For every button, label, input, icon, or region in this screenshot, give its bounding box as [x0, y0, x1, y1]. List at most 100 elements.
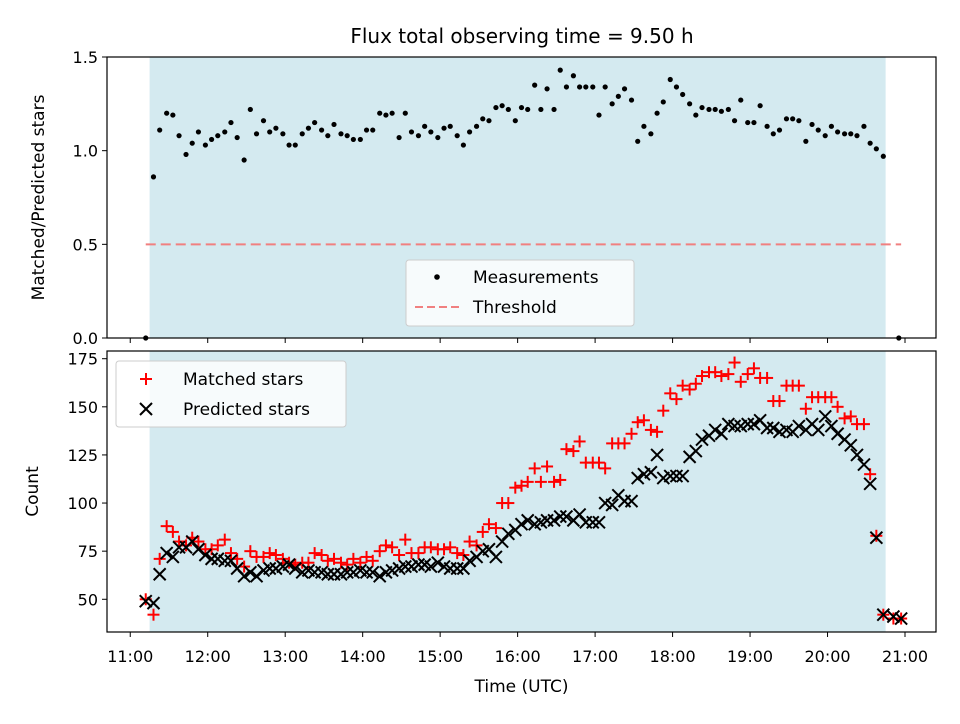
measurement-point — [557, 67, 563, 73]
measurement-point — [757, 103, 763, 109]
predicted-star-point — [675, 469, 690, 483]
matched-star-point — [463, 535, 476, 548]
measurement-point — [202, 142, 208, 148]
measurement-point — [699, 104, 705, 111]
matched-star-point — [509, 481, 522, 494]
matched-star-point — [444, 541, 457, 554]
matched-star-point — [799, 402, 812, 415]
legend-box — [115, 360, 347, 428]
measurement-point — [854, 133, 860, 139]
y-axis-label-bottom: Count — [23, 466, 43, 517]
legend-matched-label: Matched stars — [183, 370, 303, 390]
y-axis-label-top: Matched/Predicted stars — [29, 94, 49, 300]
measurement-point — [770, 131, 776, 137]
measurement-point — [408, 129, 415, 135]
x-tick-label: 19:00 — [727, 647, 773, 666]
predicted-star-point — [224, 554, 238, 568]
matched-star-point — [747, 362, 760, 375]
measurement-point — [357, 136, 363, 143]
measurement-point — [370, 127, 376, 133]
measurement-point — [234, 134, 240, 141]
measurement-point — [286, 142, 292, 148]
measurement-point — [590, 84, 596, 90]
predicted-star-point — [792, 419, 806, 433]
plot-frame-bottom — [106, 350, 937, 633]
matched-star-point — [689, 377, 702, 390]
predicted-star-point — [514, 517, 529, 531]
y-tick-label: 1.0 — [73, 142, 98, 161]
measurement-point — [764, 123, 770, 129]
measurement-point — [751, 119, 757, 126]
x-tick-label: 13:00 — [262, 647, 308, 666]
predicted-star-point — [553, 509, 567, 524]
matched-star-point — [773, 395, 786, 408]
predicted-star-point — [644, 465, 658, 479]
matched-stars-points — [139, 356, 908, 625]
measurement-point — [273, 125, 279, 131]
predicted-star-point — [373, 569, 387, 583]
predicted-star-point — [152, 567, 167, 581]
measurement-point — [247, 106, 253, 113]
matched-star-point — [328, 552, 341, 565]
measurement-point — [383, 112, 389, 118]
matched-star-point — [321, 554, 334, 567]
measurement-point — [635, 138, 641, 144]
predicted-star-point — [586, 515, 600, 530]
measurement-point — [215, 133, 221, 139]
x-axis-ticks-bottom: 11:00 12:00 13:00 14:00 15:00 16:00 17:00 18:00… — [107, 632, 928, 666]
matched-star-point — [412, 547, 425, 560]
predicted-star-point — [695, 432, 709, 447]
predicted-star-point — [631, 471, 645, 485]
x-tick-label: 20:00 — [804, 647, 850, 666]
measurement-point — [157, 127, 163, 133]
measurement-point — [280, 131, 286, 137]
predicted-star-point — [450, 561, 464, 576]
predicted-star-point — [824, 419, 839, 433]
matched-star-point — [521, 475, 534, 488]
matched-star-point — [651, 425, 664, 438]
measurement-point — [428, 129, 434, 135]
matched-star-point — [548, 475, 561, 488]
predicted-star-point — [669, 469, 684, 483]
matched-star-point — [696, 370, 709, 383]
predicted-star-point — [146, 596, 161, 610]
matched-star-point — [657, 404, 670, 417]
predicted-star-point — [886, 609, 901, 624]
predicted-star-point — [520, 513, 535, 528]
matched-star-point — [592, 456, 605, 469]
predicted-star-point — [340, 565, 354, 580]
measurement-point — [325, 133, 331, 139]
measurement-point — [260, 118, 267, 124]
measurement-point — [344, 133, 350, 139]
legend-measurements-marker — [434, 274, 440, 280]
y-tick-label: 100 — [67, 494, 98, 513]
measurement-point — [331, 121, 337, 128]
measurement-point — [706, 106, 712, 113]
measurement-point — [577, 84, 583, 90]
predicted-star-point — [766, 421, 781, 435]
predicted-star-point — [869, 530, 884, 545]
matched-star-point — [637, 414, 650, 427]
predicted-star-point — [863, 477, 877, 491]
measurement-point — [170, 112, 176, 118]
measurement-point — [776, 127, 783, 133]
matched-star-point — [166, 525, 179, 538]
measurement-point — [680, 91, 686, 98]
predicted-star-point — [198, 548, 213, 562]
matched-star-point — [173, 535, 186, 548]
predicted-star-point — [431, 556, 445, 570]
legend-predicted-marker — [139, 402, 153, 416]
measurement-point — [687, 101, 693, 107]
predicted-star-point — [159, 546, 174, 560]
measurement-point — [532, 82, 538, 88]
measurement-point — [809, 121, 815, 128]
matched-star-point — [534, 475, 547, 488]
measurement-point — [738, 97, 744, 103]
predicted-star-point — [321, 567, 335, 581]
matched-star-point — [618, 437, 631, 450]
predicted-star-point — [605, 498, 619, 512]
matched-star-point — [825, 391, 838, 404]
measurement-point — [319, 127, 325, 133]
matched-star-point — [676, 379, 689, 392]
